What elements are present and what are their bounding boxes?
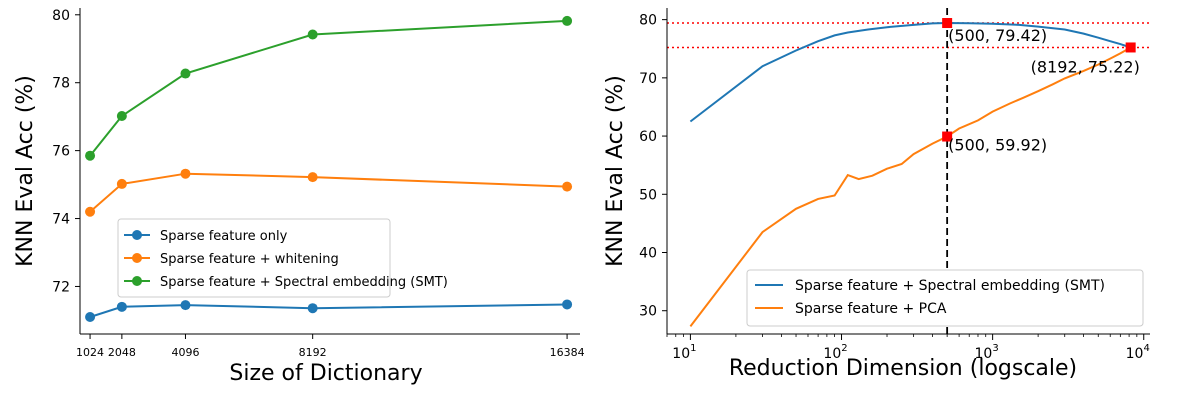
right-x-tick-label: 103 bbox=[975, 343, 999, 362]
right-x-tick-base: 10 bbox=[1126, 346, 1144, 362]
left-x-tick-label: 16384 bbox=[550, 346, 585, 359]
left-series-2-point bbox=[180, 168, 191, 179]
left-y-axis-label: KNN Eval Acc (%) bbox=[13, 75, 38, 267]
left-x-tick-label: 1024 bbox=[76, 346, 104, 359]
left-series-1-point bbox=[85, 312, 96, 323]
left-series-2-point bbox=[116, 178, 127, 189]
left-y-tick-label: 80 bbox=[52, 8, 70, 24]
left-x-tick-label: 8192 bbox=[299, 346, 327, 359]
right-y-tick-label: 50 bbox=[639, 187, 657, 203]
right-y-tick-label: 80 bbox=[639, 13, 657, 29]
right-x-tick-exponent: 2 bbox=[841, 343, 847, 354]
left-legend-swatch-marker bbox=[132, 276, 142, 286]
right-x-tick-base: 10 bbox=[975, 346, 993, 362]
right-marker-annotation: (500, 79.42) bbox=[948, 26, 1047, 45]
left-series-3-point bbox=[562, 15, 573, 26]
left-series-2-point bbox=[307, 172, 318, 183]
right-legend-box bbox=[746, 269, 1144, 327]
left-series-3-point bbox=[116, 110, 127, 121]
right-highlight-marker bbox=[942, 131, 953, 142]
right-x-tick-exponent: 1 bbox=[690, 343, 696, 354]
right-x-tick-label: 102 bbox=[823, 343, 847, 362]
right-x-axis-label: Reduction Dimension (logscale) bbox=[729, 356, 1077, 381]
left-legend-label: Sparse feature only bbox=[160, 229, 288, 244]
right-legend-label: Sparse feature + PCA bbox=[795, 301, 947, 317]
left-legend: Sparse feature only Sparse feature + whit… bbox=[117, 218, 448, 298]
left-legend-swatch-marker bbox=[132, 253, 142, 263]
left-series-2-point bbox=[562, 181, 573, 192]
right-x-tick-base: 10 bbox=[672, 346, 690, 362]
left-series-line-1 bbox=[89, 303, 568, 318]
right-marker-annotation: (8192, 75.22) bbox=[1031, 57, 1140, 76]
right-highlight-marker bbox=[942, 18, 953, 29]
right-marker-annotation: (500, 59.92) bbox=[948, 136, 1047, 155]
left-x-tick-label: 2048 bbox=[108, 346, 136, 359]
left-y-tick-label: 76 bbox=[52, 144, 70, 160]
left-y-tick-label: 72 bbox=[52, 279, 70, 295]
left-series-1-point bbox=[307, 303, 318, 314]
left-series-3-point bbox=[307, 29, 318, 40]
right-y-tick-label: 40 bbox=[639, 246, 657, 262]
left-chart: 1024 2048 4096 8192 16384 72 74 76 78 80 Size of … bbox=[13, 8, 585, 386]
left-legend-swatch-marker bbox=[132, 230, 142, 240]
right-series-line-2 bbox=[689, 46, 1132, 328]
right-legend: Sparse feature + Spectral embedding (SMT… bbox=[746, 269, 1144, 327]
right-y-tick-label: 70 bbox=[639, 71, 657, 87]
left-y-tick-label: 74 bbox=[52, 212, 70, 228]
left-series-line-3 bbox=[89, 19, 568, 157]
left-series-1-point bbox=[180, 300, 191, 311]
left-x-axis-label: Size of Dictionary bbox=[229, 361, 422, 386]
right-legend-label: Sparse feature + Spectral embedding (SMT… bbox=[795, 278, 1105, 294]
left-series-2-point bbox=[85, 206, 96, 217]
right-y-axis-label: KNN Eval Acc (%) bbox=[603, 75, 628, 267]
left-legend-box bbox=[117, 218, 391, 298]
left-series-3-point bbox=[85, 150, 96, 161]
left-legend-label: Sparse feature + Spectral embedding (SMT… bbox=[160, 275, 448, 290]
left-x-tick-label: 4096 bbox=[171, 346, 199, 359]
right-y-tick-label: 60 bbox=[639, 129, 657, 145]
right-highlight-marker bbox=[1125, 42, 1136, 53]
left-series-3-point bbox=[180, 68, 191, 79]
right-x-tick-base: 10 bbox=[823, 346, 841, 362]
right-x-tick-label: 104 bbox=[1126, 343, 1150, 362]
left-series-line-2 bbox=[89, 172, 568, 213]
right-x-tick-label: 101 bbox=[672, 343, 696, 362]
right-x-tick-exponent: 3 bbox=[992, 343, 998, 354]
left-series-1-point bbox=[562, 299, 573, 310]
left-legend-label: Sparse feature + whitening bbox=[160, 252, 339, 267]
right-y-tick-label: 30 bbox=[639, 304, 657, 320]
left-y-tick-label: 78 bbox=[52, 76, 70, 92]
right-x-tick-exponent: 4 bbox=[1143, 343, 1149, 354]
left-series-1-point bbox=[116, 301, 127, 312]
